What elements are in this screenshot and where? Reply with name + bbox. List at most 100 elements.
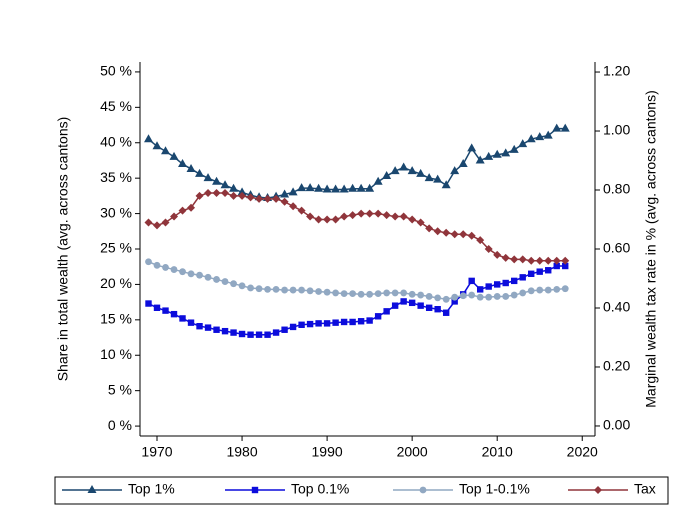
data-point [519,274,526,281]
y-tick-label: 50 % [100,63,132,79]
data-point [468,291,476,299]
legend-label: Top 1% [128,481,175,497]
data-point [331,215,340,224]
y2-tick-label: 0.20 [603,358,630,374]
data-point [467,143,477,152]
data-point [144,134,154,143]
data-point [323,288,331,296]
data-point [357,290,365,298]
data-point [213,276,220,283]
data-point [152,141,162,150]
data-point [178,206,187,215]
x-tick-label: 1970 [141,444,172,460]
data-point [458,159,468,167]
data-point [536,268,543,275]
data-point [204,324,212,331]
data-point [238,330,246,338]
data-point [441,180,451,189]
y2-tick-label: 0.60 [603,240,630,256]
data-point [459,292,467,300]
data-point [195,191,204,200]
data-point [315,320,322,327]
y2-tick-label: 0.40 [603,299,630,315]
data-point [433,227,442,236]
data-point [195,168,205,177]
data-point [255,331,263,338]
data-point [544,256,553,265]
data-point [238,282,246,290]
data-point [374,209,383,218]
data-point [510,291,518,299]
data-point [264,331,271,338]
legend-marker [419,486,427,494]
data-point [280,197,289,206]
data-point [535,256,544,265]
data-point [485,283,492,290]
data-point [162,307,169,314]
data-point [238,191,247,200]
data-point [314,215,323,224]
data-point [425,304,433,311]
data-point [527,256,536,265]
data-point [527,287,535,295]
data-point [221,327,229,335]
data-point [374,290,382,298]
data-point [339,184,349,193]
x-tick-label: 2020 [567,444,598,460]
data-point [561,256,570,265]
data-point [391,212,400,221]
data-point [518,139,528,148]
data-point [484,151,494,160]
data-point [493,281,501,288]
data-point [178,159,188,167]
data-point [153,261,161,269]
data-point [468,277,475,285]
data-point [502,293,510,300]
data-point [553,262,560,270]
data-point [509,144,519,153]
x-tick-label: 1990 [312,444,343,460]
data-point [442,295,450,303]
data-point [272,285,280,293]
y-tick-label: 15 % [100,311,132,327]
data-point [561,285,569,293]
data-point [179,268,186,276]
y-tick-label: 35 % [100,169,132,185]
data-point [400,289,408,297]
data-point [528,270,535,277]
data-point [442,228,451,237]
data-point [332,319,339,326]
y-tick-label: 25 % [100,240,132,256]
legend-marker [87,485,97,493]
data-point [535,132,545,141]
data-point [161,146,171,155]
data-point [434,294,442,302]
data-point [349,318,356,326]
data-point [552,256,561,265]
data-point [391,302,399,309]
data-point [272,329,280,336]
data-point [544,286,552,294]
data-point [357,318,365,325]
data-point [552,123,562,132]
y2-tick-label: 1.00 [603,122,630,138]
data-point [340,212,349,221]
data-point [297,206,306,215]
data-point [213,326,220,333]
data-point [425,224,434,233]
data-point [323,320,331,327]
data-point [365,183,375,192]
data-point [366,290,374,298]
x-tick-label: 2000 [397,444,428,460]
data-point [399,212,408,221]
data-point [196,323,203,330]
data-point [501,253,510,262]
data-point [434,306,441,313]
data-point [383,308,390,315]
data-point [383,289,391,297]
data-point [212,176,222,185]
data-point [170,266,178,273]
data-point [281,326,288,333]
data-point [408,290,416,298]
data-point [229,183,239,192]
